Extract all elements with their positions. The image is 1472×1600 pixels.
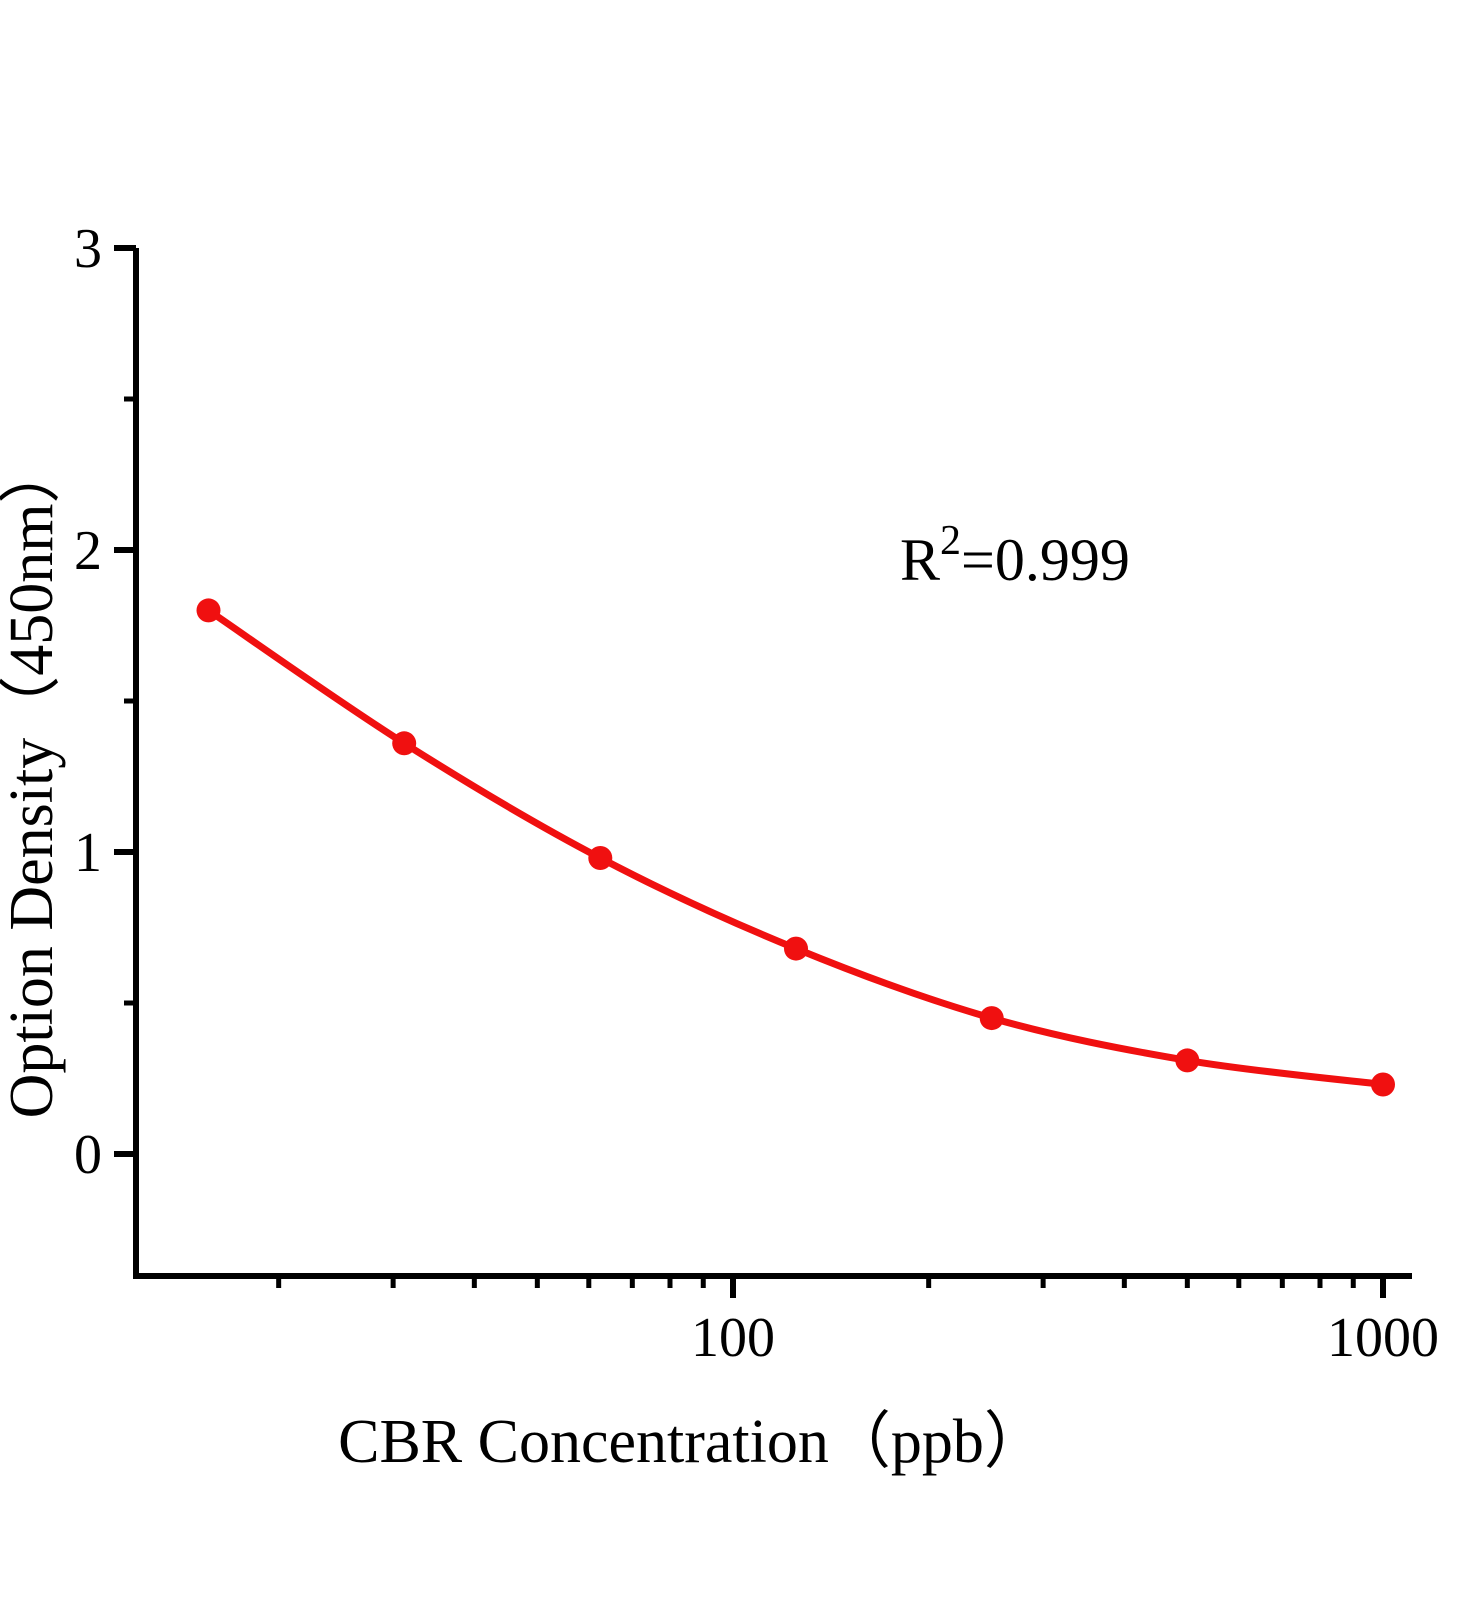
- data-point-marker: [196, 598, 221, 623]
- data-point-marker: [1175, 1048, 1200, 1073]
- data-point-marker: [1371, 1072, 1395, 1097]
- y-tick-label: 0: [74, 1124, 102, 1186]
- r-squared-annotation: R2=0.999: [900, 518, 1130, 593]
- y-tick-label: 2: [74, 520, 102, 582]
- data-point-marker: [392, 731, 417, 756]
- data-point-marker: [979, 1006, 1004, 1031]
- axes-frame: [133, 248, 1412, 1279]
- x-tick-label: 100: [691, 1307, 775, 1369]
- y-tick-label: 1: [74, 822, 102, 884]
- x-axis-title: CBR Concentration（ppb）: [338, 1408, 1046, 1476]
- data-point-marker: [588, 846, 613, 870]
- x-tick-label: 1000: [1327, 1307, 1439, 1369]
- curve-line: [205, 606, 1387, 1088]
- data-point-marker: [784, 936, 808, 961]
- y-axis-title: Option Density（450nm）: [0, 442, 66, 1119]
- y-tick-label: 3: [74, 218, 102, 280]
